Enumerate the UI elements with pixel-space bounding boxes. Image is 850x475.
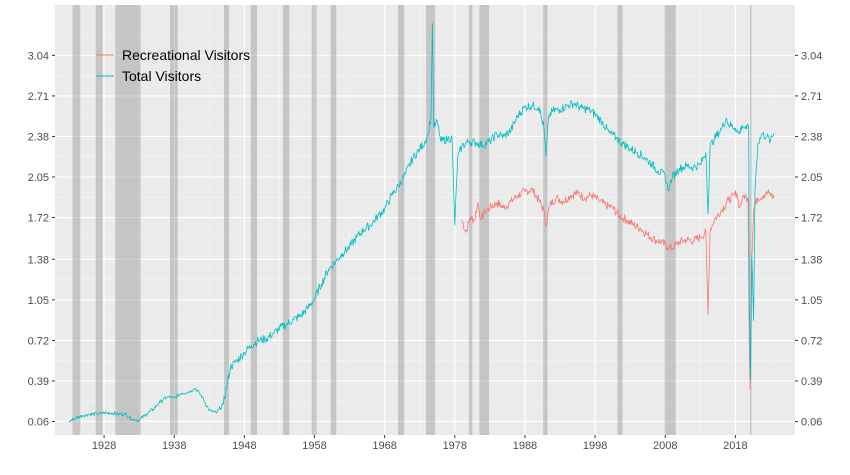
grid-minor-lines [55,5,795,435]
y-tick-label-left: 0.72 [28,335,49,347]
y-tick-label-left: 1.72 [28,213,49,225]
x-tick-label: 1948 [232,440,256,452]
recession-band [750,5,752,435]
y-tick-label-right: 2.71 [801,91,822,103]
legend: Recreational Visitors Total Visitors [96,47,250,84]
y-tick-label-right: 1.72 [801,213,822,225]
y-tick-label-right: 0.06 [801,416,822,428]
y-axis-left: 0.06 0.39 0.72 1.05 1.38 1.72 2.05 2.38 2.71 3.04 [28,50,55,428]
legend-label-total: Total Visitors [122,68,201,84]
recession-band [617,5,623,435]
recession-band [664,5,676,435]
series-lines [68,23,775,423]
y-tick-label-left: 3.04 [28,50,49,62]
x-tick-label: 1998 [583,440,607,452]
x-tick-label: 1968 [372,440,396,452]
x-tick-label: 2008 [653,440,677,452]
x-tick-label: 1978 [443,440,467,452]
recession-band [330,5,337,435]
y-tick-label-left: 1.38 [28,254,49,266]
recession-band [282,5,290,435]
recession-band [426,5,436,435]
recession-band [479,5,490,435]
y-tick-label-right: 2.05 [801,172,822,184]
y-tick-label-right: 3.04 [801,50,822,62]
y-tick-label-right: 0.72 [801,335,822,347]
y-tick-label-right: 0.39 [801,376,822,388]
recession-band [95,5,103,435]
y-tick-label-left: 1.05 [28,295,49,307]
y-tick-label-right: 1.05 [801,295,822,307]
x-tick-label: 1928 [92,440,116,452]
x-tick-label: 1938 [162,440,186,452]
recession-band [115,5,141,435]
recession-band [250,5,258,435]
x-axis: 1928 1938 1948 1958 1968 1978 1988 1998 2008 2018 [92,435,748,452]
y-axis-right: 0.06 0.39 0.72 1.05 1.38 1.72 2.05 2.38 2.71 3.04 [795,50,822,428]
y-tick-label-left: 2.05 [28,172,49,184]
recession-band [397,5,405,435]
recession-band [170,5,178,435]
y-tick-label-right: 2.38 [801,131,822,143]
x-tick-label: 1958 [302,440,326,452]
y-tick-label-left: 2.71 [28,91,49,103]
x-tick-label: 2018 [723,440,747,452]
x-tick-label: 1988 [513,440,537,452]
grid-major-lines [55,5,795,435]
recession-band [311,5,317,435]
series-line-recreational [461,187,775,390]
series-line-total [68,23,775,423]
legend-label-recreational: Recreational Visitors [122,47,250,63]
y-tick-label-left: 0.39 [28,376,49,388]
y-tick-label-right: 1.38 [801,254,822,266]
recession-band [224,5,229,435]
y-tick-label-left: 2.38 [28,131,49,143]
plot-panel [55,5,795,435]
y-tick-label-left: 0.06 [28,416,49,428]
recession-band [72,5,81,435]
